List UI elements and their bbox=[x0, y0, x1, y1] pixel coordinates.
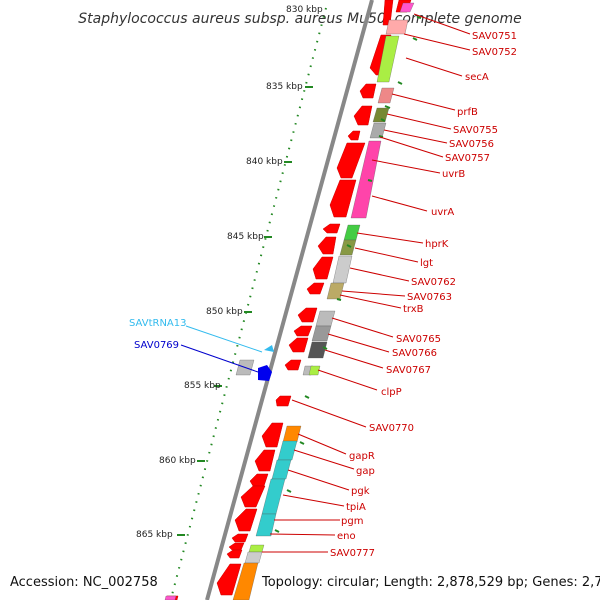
gene-block-cyan bbox=[277, 440, 298, 461]
gene-block-grey bbox=[369, 122, 387, 139]
gene-block-lightgrey bbox=[332, 255, 353, 284]
cds-arrow bbox=[359, 83, 377, 99]
gene-block-green bbox=[376, 35, 400, 83]
gene-label: hprK bbox=[425, 239, 449, 250]
gene-block-green bbox=[248, 544, 265, 553]
gene-label: prfB bbox=[457, 107, 478, 118]
cds-arrow bbox=[322, 223, 341, 234]
cds-arrow bbox=[228, 542, 245, 551]
gene-label: SAV0763 bbox=[407, 292, 452, 303]
cds-arrow bbox=[329, 179, 357, 218]
scale-label: 850 kbp bbox=[206, 307, 243, 317]
scale-ticks bbox=[177, 86, 313, 536]
gene-label: eno bbox=[337, 531, 356, 542]
cds-arrow bbox=[254, 449, 276, 472]
gene-block-magenta bbox=[164, 595, 177, 600]
gene-label: SAV0766 bbox=[392, 348, 437, 359]
scale-label: 865 kbp bbox=[136, 530, 173, 540]
gene-block-lightgrey bbox=[244, 551, 263, 564]
gene-label: SAV0755 bbox=[453, 125, 498, 136]
leader-line-sav0769 bbox=[180, 344, 259, 373]
scale-label: 830 kbp bbox=[286, 5, 323, 15]
gene-label: lgt bbox=[420, 258, 433, 269]
leader-lines bbox=[262, 13, 471, 553]
gene-label: gap bbox=[356, 466, 375, 477]
gene-block-salmon bbox=[377, 87, 395, 104]
gene-label: SAV0770 bbox=[369, 423, 414, 434]
gene-label: gapR bbox=[349, 451, 375, 462]
cds-arrow bbox=[297, 307, 318, 323]
cds-arrow bbox=[231, 533, 249, 543]
gene-label: SAV0767 bbox=[386, 365, 431, 376]
function-blocks bbox=[164, 2, 415, 600]
gene-block-pink bbox=[385, 19, 409, 35]
cds-arrow bbox=[249, 473, 269, 487]
cds-arrow bbox=[275, 395, 292, 407]
cds-arrow bbox=[347, 130, 361, 141]
scale-label: 840 kbp bbox=[246, 157, 283, 167]
gene-label: uvrA bbox=[431, 207, 454, 218]
gene-label: uvrB bbox=[442, 169, 465, 180]
gene-block-olive bbox=[339, 239, 357, 256]
gene-block-cyan bbox=[255, 513, 277, 537]
cds-arrow bbox=[284, 359, 302, 371]
forward-strand-features bbox=[235, 345, 274, 381]
gene-label: SAV0777 bbox=[330, 548, 375, 559]
gene-label: SAV0756 bbox=[449, 139, 494, 150]
gene-label: SAV0757 bbox=[445, 153, 490, 164]
cds-arrow bbox=[317, 236, 337, 255]
gene-tick-marks bbox=[274, 16, 422, 533]
gene-block-tan bbox=[326, 282, 345, 300]
scale-labels: 830 kbp 835 kbp 840 kbp 845 kbp 850 kbp … bbox=[136, 5, 323, 540]
cds-arrow bbox=[312, 256, 334, 280]
genome-summary-text: Topology: circular; Length: 2,878,529 bp… bbox=[261, 575, 600, 590]
sav0769-label: SAV0769 bbox=[134, 340, 179, 351]
scale-label: 860 kbp bbox=[159, 456, 196, 466]
gene-label: clpP bbox=[381, 387, 402, 398]
gene-label: tpiA bbox=[346, 502, 366, 513]
gene-block-orange bbox=[282, 425, 302, 443]
accession-text: Accession: NC_002758 bbox=[10, 575, 158, 590]
gene-block-cyan bbox=[261, 478, 286, 515]
gene-label: pgk bbox=[351, 486, 370, 497]
cds-arrow bbox=[288, 337, 309, 353]
gene-label: secA bbox=[465, 72, 489, 83]
gene-block-darkgrey bbox=[307, 341, 328, 359]
gene-label: SAV0751 bbox=[472, 31, 517, 42]
genome-backbone bbox=[205, 0, 374, 600]
scale-label: 855 kbp bbox=[184, 381, 221, 391]
scale-label: 845 kbp bbox=[227, 232, 264, 242]
leader-line-trna bbox=[185, 325, 263, 353]
gene-block-olive bbox=[372, 107, 390, 123]
cds-arrow bbox=[216, 563, 242, 596]
gene-block-green bbox=[343, 224, 361, 241]
sav0769-arrow bbox=[258, 365, 272, 381]
gene-label: SAV0752 bbox=[472, 47, 517, 58]
cds-arrow bbox=[240, 485, 266, 508]
gene-label: SAV0765 bbox=[396, 334, 441, 345]
gene-block-magenta bbox=[399, 2, 415, 13]
scale-label: 835 kbp bbox=[266, 82, 303, 92]
gene-block-cyan bbox=[271, 459, 292, 480]
gene-block-orange bbox=[232, 562, 259, 600]
gene-label: pgm bbox=[341, 516, 363, 527]
cds-arrow bbox=[261, 422, 284, 448]
map-title: Staphylococcus aureus subsp. aureus Mu50… bbox=[78, 11, 521, 27]
gene-label: SAV0762 bbox=[411, 277, 456, 288]
gene-label: trxB bbox=[403, 304, 424, 315]
gene-block-grey bbox=[311, 325, 332, 342]
cds-arrow bbox=[293, 325, 313, 337]
right-gene-labels: SAV0751 SAV0752 secA prfB SAV0755 SAV075… bbox=[330, 31, 517, 559]
cds-arrow bbox=[226, 549, 243, 559]
trna-label: SAVtRNA13 bbox=[129, 318, 187, 329]
cds-arrow bbox=[353, 105, 373, 126]
trna-marker bbox=[264, 345, 274, 352]
cds-arrow bbox=[336, 142, 366, 179]
gene-block-green bbox=[308, 365, 321, 376]
cds-arrow bbox=[234, 508, 258, 532]
cds-arrow bbox=[306, 282, 325, 295]
